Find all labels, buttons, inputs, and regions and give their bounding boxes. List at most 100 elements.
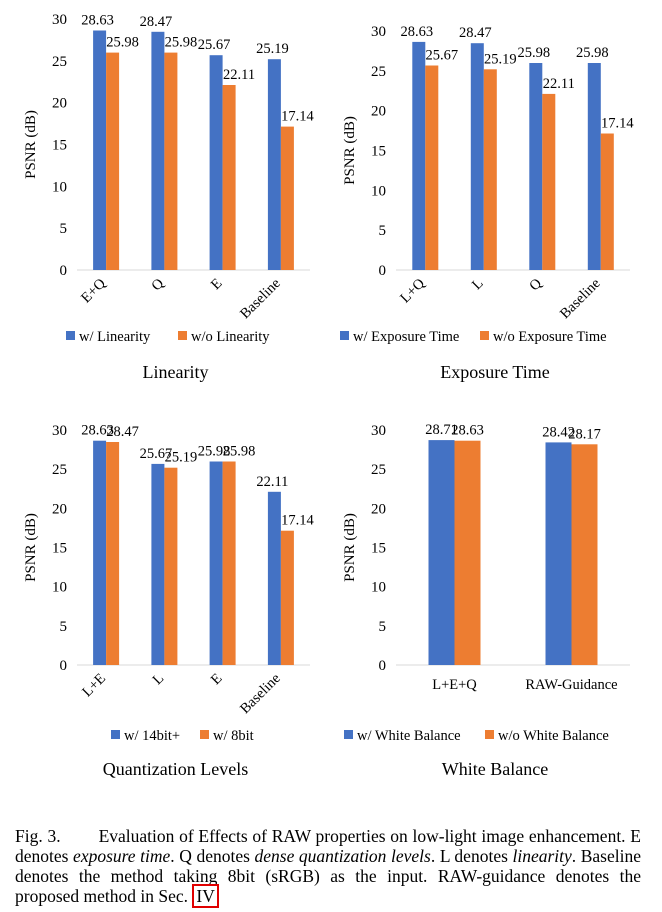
caption-emphasis: linearity [512,845,572,866]
caption-text: . Baseline denotes the method taking 8bi… [15,845,641,906]
legend-label: w/ 14bit+ [124,728,180,744]
data-label: 17.14 [281,109,314,125]
data-label: 17.14 [281,513,314,529]
y-tick-label: 25 [371,64,386,80]
data-label: 28.63 [451,423,484,439]
data-label: 25.98 [517,45,550,61]
bar-with [412,41,426,271]
x-tick-label: RAW-Guidance [525,677,617,693]
y-tick-label: 20 [371,104,386,120]
data-label: 25.98 [576,45,609,61]
data-label: 28.47 [140,14,173,30]
bar-with [428,440,455,665]
y-axis-title: PSNR (dB) [23,513,39,582]
bar-without [106,442,120,665]
x-tick-label: Q [148,275,167,294]
y-tick-label: 0 [60,658,68,674]
y-tick-label: 25 [52,54,67,70]
y-axis-title: PSNR (dB) [342,513,358,582]
legend-swatch [111,730,120,739]
x-tick-label: L+Q [397,275,428,306]
bar-without [280,530,294,665]
x-tick-label: L+E [79,670,109,700]
section-reference-link[interactable]: IV [192,883,219,908]
legend-label: w/ 8bit [213,728,254,744]
y-tick-label: 30 [52,423,67,439]
y-tick-label: 0 [379,658,387,674]
panel-title: White Balance [442,759,548,779]
bar-without [164,467,178,665]
bar-without [571,444,598,665]
bar-without [164,52,178,270]
data-label: 25.98 [165,35,198,51]
panel-title: Exposure Time [440,362,550,382]
legend-swatch [344,730,353,739]
data-label: 25.98 [223,444,256,460]
y-tick-label: 15 [52,138,67,154]
x-tick-label: L+E+Q [432,677,477,693]
data-label: 22.11 [256,474,288,490]
legend-label: w/o Exposure Time [493,329,607,345]
bar-with [267,59,281,271]
y-tick-label: 15 [371,541,386,557]
bar-with [267,491,281,665]
bar-without [454,440,481,665]
x-tick-label: E [208,275,226,293]
y-tick-label: 20 [371,501,386,517]
panel-title: Quantization Levels [103,759,248,779]
x-tick-label: L [469,276,487,294]
bar-without [600,133,614,270]
legend-label: w/ Exposure Time [353,329,459,345]
y-tick-label: 0 [60,263,68,279]
data-label: 25.67 [198,37,231,53]
data-label: 25.67 [140,446,173,462]
y-tick-label: 25 [371,462,386,478]
bar-with [209,461,223,665]
x-tick-label: E [208,670,226,688]
data-label: 25.19 [165,450,198,466]
legend-label: w/o Linearity [191,329,270,345]
y-tick-label: 20 [52,96,67,112]
legend-swatch [485,730,494,739]
data-label: 25.19 [484,51,517,67]
x-tick-label: L [150,671,168,689]
caption-label: Fig. 3. [15,825,61,846]
caption-emphasis: dense quantization levels [254,845,431,866]
bar-without [222,85,236,270]
y-tick-label: 25 [52,462,67,478]
y-tick-label: 30 [371,423,386,439]
data-label: 28.42 [542,424,575,440]
data-label: 25.98 [198,444,231,460]
y-tick-label: 15 [52,541,67,557]
bar-with [587,63,601,270]
caption-text: Evaluation of Effects of RAW properties … [15,825,641,866]
caption-text: . L denotes [430,845,513,866]
bar-with [93,440,107,665]
legend-label: w/ White Balance [357,728,461,744]
bar-without [106,52,120,270]
data-label: 22.11 [543,76,575,92]
legend-swatch [480,331,489,340]
x-tick-label: E+Q [78,275,109,306]
y-tick-label: 30 [371,24,386,40]
y-tick-label: 5 [60,619,68,635]
bar-without [483,69,497,270]
legend-swatch [66,331,75,340]
y-tick-label: 20 [52,501,67,517]
caption-text: . Q denotes [170,845,255,866]
y-tick-label: 5 [60,221,68,237]
chart-panel-2: 0 5 10 15 20 25 30 PSNR (dB) 28.63 25.67 L+Q 28.47 2… [340,24,634,382]
bar-with [151,31,165,270]
y-tick-label: 10 [371,183,386,199]
x-tick-label: Baseline [237,671,284,718]
data-label: 28.63 [81,13,114,29]
data-label: 28.71 [425,422,458,438]
figure-caption: Fig. 3. Evaluation of Effects of RAW prop… [15,825,641,908]
bar-with [529,63,543,270]
data-label: 25.67 [425,48,458,64]
y-tick-label: 0 [379,263,387,279]
data-label: 25.98 [106,35,139,51]
data-label: 28.63 [400,24,433,40]
y-tick-label: 5 [379,619,387,635]
